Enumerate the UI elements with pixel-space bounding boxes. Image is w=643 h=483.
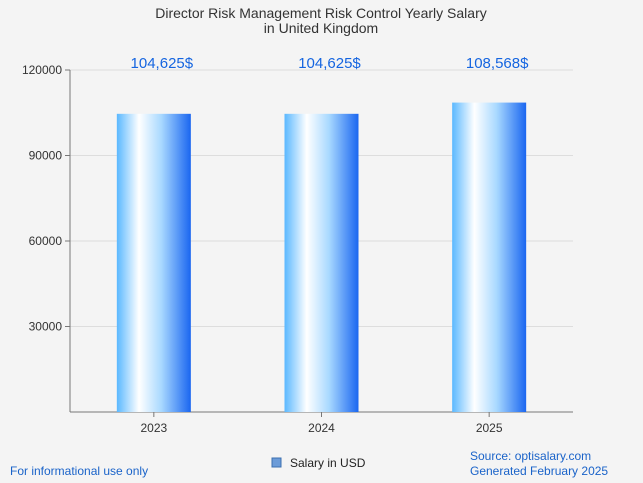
footer-generated: Generated February 2025 [470,464,608,478]
x-tick-label: 2025 [476,421,503,435]
data-label-2023: 104,625$ [131,55,194,72]
chart-title-line-2: in United Kingdom [264,20,378,36]
y-tick-label: 30000 [29,320,63,334]
bar-2024 [284,113,359,412]
data-label-2025: 108,568$ [466,55,529,72]
chart-title-line-1: Director Risk Management Risk Control Ye… [155,5,486,21]
footer-source: Source: optisalary.com [470,449,591,463]
bar-2025 [452,102,527,412]
y-tick-label: 120000 [22,63,62,77]
x-tick-label: 2024 [308,421,335,435]
x-tick-label: 2023 [140,421,167,435]
y-tick-label: 60000 [29,234,63,248]
data-label-2024: 104,625$ [298,55,361,72]
x-axis-ticks: 2023 2024 2025 [140,412,503,435]
data-labels: 104,625$ 104,625$ 108,568$ [131,55,530,72]
legend: Salary in USD [271,456,366,470]
bars [116,102,527,412]
bar-2023 [116,113,191,412]
y-tick-label: 90000 [29,149,63,163]
legend-label: Salary in USD [290,456,366,470]
y-axis-ticks: 30000 60000 90000 120000 [22,63,70,334]
footer-note: For informational use only [10,464,148,478]
legend-swatch [271,457,282,468]
